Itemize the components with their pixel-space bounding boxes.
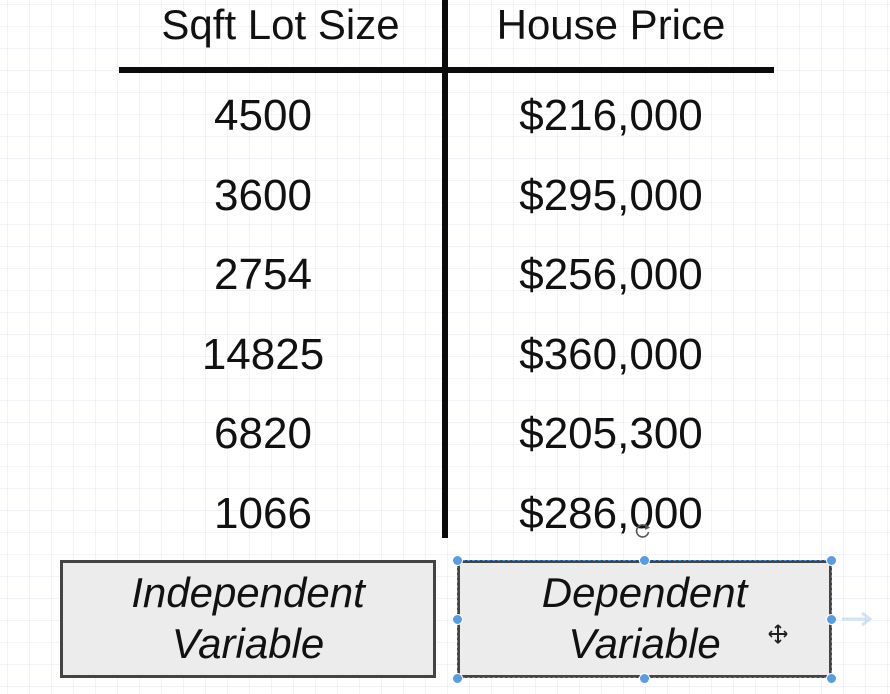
cell-lot-size: 2754 <box>214 250 312 300</box>
resize-handle-top-left[interactable] <box>452 555 463 566</box>
column-house-price: $216,000 $295,000 $256,000 $360,000 $205… <box>448 80 844 558</box>
resize-handle-top-right[interactable] <box>826 555 837 566</box>
cell-lot-size: 4500 <box>214 91 312 140</box>
independent-variable-label-line1: Independent <box>131 569 365 616</box>
independent-variable-box[interactable]: Independent Variable <box>60 560 436 678</box>
rotate-handle-icon[interactable] <box>634 522 652 540</box>
cell-house-price: $205,300 <box>519 409 703 459</box>
cell-lot-size: 14825 <box>201 329 325 379</box>
cell-house-price: $295,000 <box>519 170 703 220</box>
resize-handle-top-center[interactable] <box>639 555 650 566</box>
cell-house-price: $256,000 <box>519 250 703 300</box>
cell-lot-size: 6820 <box>214 409 312 459</box>
cell-house-price: $286,000 <box>519 488 703 538</box>
t-chart-vertical-line <box>442 0 448 538</box>
dependent-variable-label-line1: Dependent <box>541 569 748 616</box>
dependent-variable-box[interactable]: Dependent Variable <box>457 560 832 678</box>
cell-house-price: $360,000 <box>519 329 703 379</box>
cell-house-price: $216,000 <box>519 91 703 140</box>
resize-handle-bottom-center[interactable] <box>639 673 650 684</box>
move-cursor-icon <box>768 624 788 644</box>
header-house-price: House Price <box>496 1 726 48</box>
resize-handle-middle-left[interactable] <box>452 614 463 625</box>
resize-handle-bottom-left[interactable] <box>452 673 463 684</box>
independent-variable-label-line2: Variable <box>171 620 325 667</box>
header-sqft-lot-size: Sqft Lot Size <box>161 1 400 48</box>
connector-arrow-icon[interactable] <box>840 610 874 628</box>
column-sqft-lot-size: 4500 3600 2754 14825 6820 1066 <box>119 80 407 558</box>
resize-handle-middle-right[interactable] <box>826 614 837 625</box>
resize-handle-bottom-right[interactable] <box>826 673 837 684</box>
dependent-variable-label-line2: Variable <box>568 620 721 667</box>
cell-lot-size: 1066 <box>214 488 312 538</box>
cell-lot-size: 3600 <box>214 170 312 220</box>
